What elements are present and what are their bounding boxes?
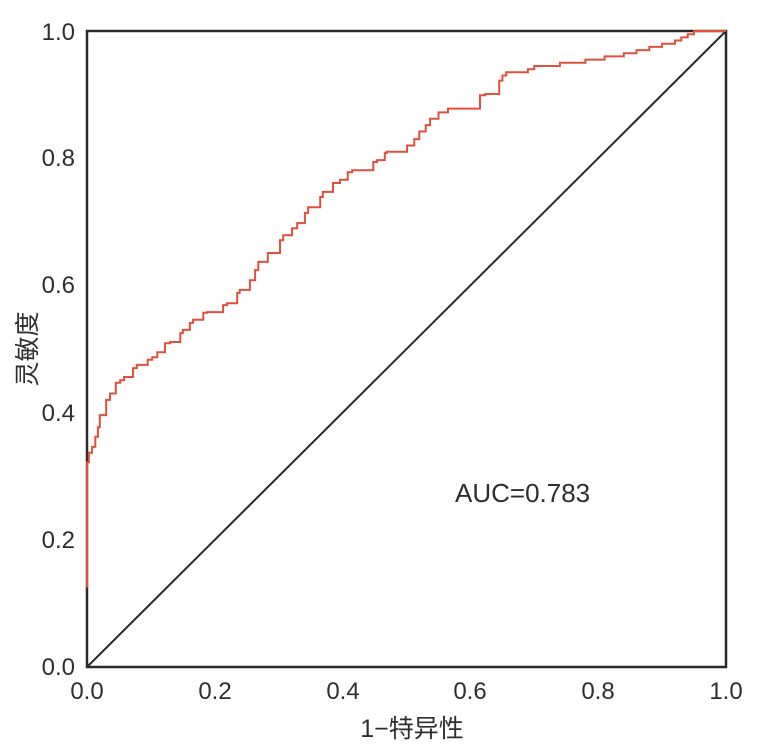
y-axis-title: 灵敏度 <box>14 311 42 386</box>
y-tick-0.0: 0.0 <box>42 654 75 681</box>
x-tick-0.2: 0.2 <box>198 678 231 705</box>
reference-diagonal-line <box>86 30 727 668</box>
roc-curve-line <box>86 30 726 588</box>
x-tick-0.0: 0.0 <box>70 678 103 705</box>
x-axis-title: 1−特异性 <box>360 715 464 743</box>
y-tick-0.4: 0.4 <box>42 400 75 427</box>
x-tick-0.6: 0.6 <box>453 678 486 705</box>
y-tick-0.2: 0.2 <box>42 527 75 554</box>
y-tick-0.8: 0.8 <box>42 145 75 172</box>
y-tick-1.0: 1.0 <box>42 19 75 46</box>
x-tick-1.0: 1.0 <box>709 678 742 705</box>
y-tick-0.6: 0.6 <box>42 272 75 299</box>
auc-annotation: AUC=0.783 <box>455 478 590 508</box>
plot-box-spines <box>85 29 728 669</box>
x-tick-0.8: 0.8 <box>581 678 614 705</box>
x-tick-0.4: 0.4 <box>326 678 359 705</box>
